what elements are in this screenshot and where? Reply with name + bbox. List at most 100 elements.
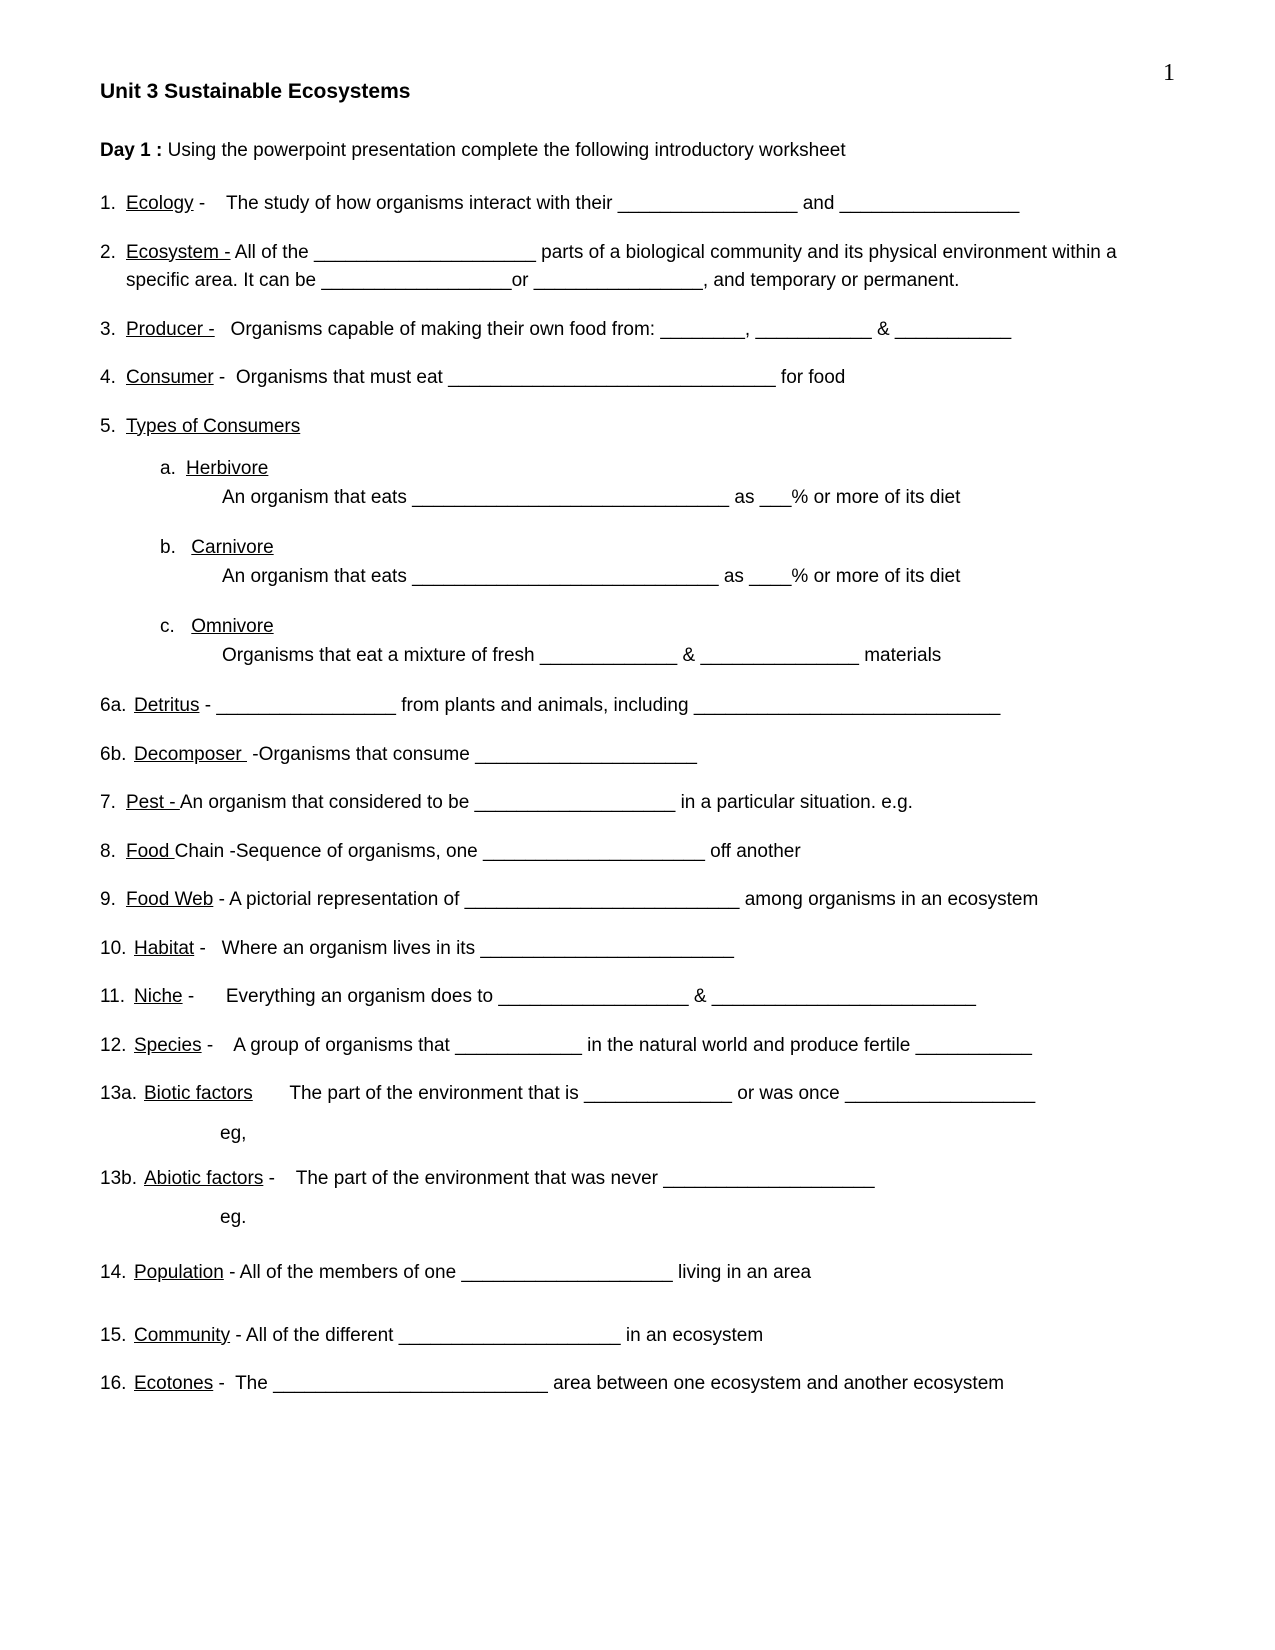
term-food-web: Food Web (126, 889, 213, 910)
definition: A pictorial representation of __________… (229, 889, 1038, 910)
day-text: Using the powerpoint presentation comple… (162, 140, 845, 161)
item-number: 11. (100, 983, 134, 1012)
item-content: Abiotic factors - The part of the enviro… (144, 1165, 1175, 1194)
definition: Organisms that consume _________________… (259, 744, 697, 765)
item-content: Food Chain -Sequence of organisms, one _… (126, 838, 1175, 867)
item-2: 2. Ecosystem - All of the ______________… (100, 239, 1175, 296)
sep: - (202, 1035, 234, 1056)
item-7: 7. Pest - An organism that considered to… (100, 789, 1175, 818)
page-number: 1 (1163, 60, 1175, 87)
definition: All of the members of one ______________… (240, 1262, 811, 1283)
item-8: 8. Food Chain -Sequence of organisms, on… (100, 838, 1175, 867)
definition: A group of organisms that ____________ i… (233, 1035, 1032, 1056)
item-number: 13b. (100, 1165, 144, 1194)
item-content: Population - All of the members of one _… (134, 1259, 1175, 1288)
item-content: Ecology - The study of how organisms int… (126, 190, 1175, 219)
item-13b: 13b. Abiotic factors - The part of the e… (100, 1165, 1175, 1194)
sub-definition: Organisms that eat a mixture of fresh __… (222, 642, 1175, 671)
item-content: Decomposer -Organisms that consume _____… (134, 741, 1175, 770)
definition: Everything an organism does to _________… (226, 986, 976, 1007)
term-herbivore: Herbivore (186, 458, 268, 479)
item-number: 3. (100, 316, 126, 345)
item-content: Ecotones - The _________________________… (134, 1370, 1175, 1399)
item-content: Species - A group of organisms that ____… (134, 1032, 1175, 1061)
term-species: Species (134, 1035, 202, 1056)
term-food-chain: Food (126, 841, 175, 862)
item-number: 12. (100, 1032, 134, 1061)
sep: - (263, 1168, 295, 1189)
sub-definition: An organism that eats __________________… (222, 563, 1175, 592)
item-number: 6b. (100, 741, 134, 770)
item-9: 9. Food Web - A pictorial representation… (100, 886, 1175, 915)
item-11: 11. Niche - Everything an organism does … (100, 983, 1175, 1012)
sub-definition: An organism that eats __________________… (222, 484, 1175, 513)
item-6a: 6a. Detritus - _________________ from pl… (100, 692, 1175, 721)
term-ecosystem: Ecosystem - (126, 242, 231, 263)
sep: - (199, 695, 216, 716)
eg-13a: eg, (220, 1123, 1175, 1145)
item-number: 13a. (100, 1080, 144, 1109)
item-number: 8. (100, 838, 126, 867)
term-pest: Pest - (126, 792, 180, 813)
item-number: 16. (100, 1370, 134, 1399)
term-detritus: Detritus (134, 695, 199, 716)
sep: - (213, 889, 229, 910)
worksheet-page: 1 Unit 3 Sustainable Ecosystems Day 1 : … (0, 0, 1275, 1650)
item-6b: 6b. Decomposer -Organisms that consume _… (100, 741, 1175, 770)
sep: - (194, 193, 226, 214)
sep: - (183, 986, 226, 1007)
item-5: 5. Types of Consumers (100, 413, 1175, 442)
definition: The __________________________ area betw… (235, 1373, 1004, 1394)
sub-letter: a. (160, 455, 186, 484)
definition: All of the _____________________ parts o… (126, 242, 1117, 292)
definition: The part of the environment that was nev… (296, 1168, 875, 1189)
item-1: 1. Ecology - The study of how organisms … (100, 190, 1175, 219)
term-ecotones: Ecotones (134, 1373, 213, 1394)
sep: - (194, 938, 221, 959)
sub-item-c: c. Omnivore Organisms that eat a mixture… (160, 613, 1175, 670)
item-content: Pest - An organism that considered to be… (126, 789, 1175, 818)
item-number: 7. (100, 789, 126, 818)
definition: Chain -Sequence of organisms, one ______… (175, 841, 801, 862)
item-10: 10. Habitat - Where an organism lives in… (100, 935, 1175, 964)
sep: - (213, 1373, 235, 1394)
term-producer: Producer - (126, 319, 215, 340)
definition: Organisms capable of making their own fo… (231, 319, 1012, 340)
definition: The study of how organisms interact with… (226, 193, 1019, 214)
sub-list-consumers: a.Herbivore An organism that eats ______… (160, 455, 1175, 670)
definition: All of the different ___________________… (246, 1325, 763, 1346)
item-content: Types of Consumers (126, 413, 1175, 442)
sep (253, 1083, 290, 1104)
sep (215, 319, 231, 340)
sep: - (247, 744, 259, 765)
term-consumer: Consumer (126, 367, 214, 388)
definition: An organism that considered to be ______… (180, 792, 913, 813)
definition: The part of the environment that is ____… (289, 1083, 1035, 1104)
term-niche: Niche (134, 986, 183, 1007)
item-14: 14. Population - All of the members of o… (100, 1259, 1175, 1288)
sub-letter: c. (160, 613, 186, 642)
sub-item-a: a.Herbivore An organism that eats ______… (160, 455, 1175, 512)
sep: - (230, 1325, 246, 1346)
definition: _________________ from plants and animal… (216, 695, 1000, 716)
item-15: 15. Community - All of the different ___… (100, 1322, 1175, 1351)
item-number: 6a. (100, 692, 134, 721)
term-types-consumers: Types of Consumers (126, 416, 300, 437)
item-16: 16. Ecotones - The _____________________… (100, 1370, 1175, 1399)
term-abiotic-factors: Abiotic factors (144, 1168, 263, 1189)
item-number: 9. (100, 886, 126, 915)
item-number: 5. (100, 413, 126, 442)
sub-item-b: b. Carnivore An organism that eats _____… (160, 534, 1175, 591)
sub-letter: b. (160, 534, 186, 563)
item-4: 4. Consumer - Organisms that must eat __… (100, 364, 1175, 393)
term-population: Population (134, 1262, 224, 1283)
item-content: Biotic factors The part of the environme… (144, 1080, 1175, 1109)
term-biotic-factors: Biotic factors (144, 1083, 253, 1104)
item-13a: 13a. Biotic factors The part of the envi… (100, 1080, 1175, 1109)
term-habitat: Habitat (134, 938, 194, 959)
term-ecology: Ecology (126, 193, 194, 214)
definition: Organisms that must eat ________________… (236, 367, 846, 388)
day-intro: Day 1 : Using the powerpoint presentatio… (100, 140, 1175, 162)
item-12: 12. Species - A group of organisms that … (100, 1032, 1175, 1061)
item-number: 15. (100, 1322, 134, 1351)
